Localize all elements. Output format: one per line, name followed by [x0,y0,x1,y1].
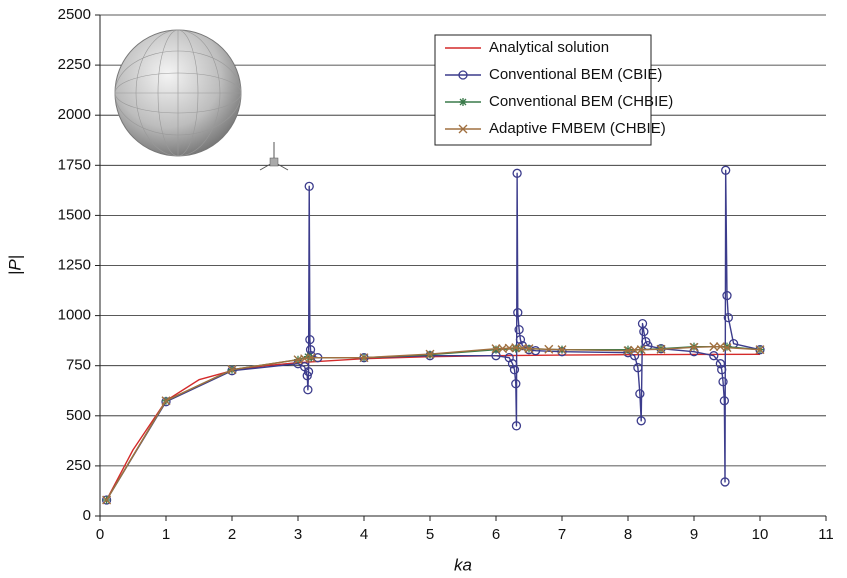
marker [425,349,435,359]
y-tick-label: 2000 [58,106,91,123]
marker [544,344,554,354]
series [102,342,765,505]
legend-label: Adaptive FMBEM (CHBIE) [489,120,666,137]
marker [514,324,524,335]
y-tick-label: 500 [66,407,91,424]
marker [491,344,501,354]
marker [511,344,520,353]
marker [755,345,765,355]
marker [161,396,171,406]
x-tick-label: 9 [690,526,698,543]
marker [524,344,534,354]
y-tick-label: 750 [66,357,91,374]
series-line [105,345,761,501]
marker [458,124,468,134]
marker [305,334,315,345]
marker [722,343,732,353]
marker [304,181,314,191]
x-tick-label: 8 [624,526,632,543]
series [105,353,761,501]
y-tick-label: 1250 [58,256,91,273]
y-tick-label: 1500 [58,206,91,223]
legend: Analytical solution Conventional BEM (CBI… [434,34,673,146]
x-tick-label: 6 [492,526,500,543]
marker [719,396,730,406]
y-tick-label: 1000 [58,307,91,324]
marker [689,342,699,352]
marker [624,345,632,354]
x-tick-label: 0 [96,526,104,543]
series [102,342,764,504]
marker [656,344,666,354]
y-tick-label: 2500 [58,6,91,23]
marker [509,365,520,375]
x-axis-label: ka [454,555,472,574]
marker [636,416,646,426]
marker [723,342,731,351]
marker [636,345,646,355]
marker [102,495,112,505]
marker [511,421,522,431]
legend-label: Conventional BEM (CBIE) [489,66,662,83]
series-line [105,345,761,501]
marker [303,367,314,377]
y-tick-label: 0 [83,507,91,524]
x-tick-label: 1 [162,526,170,543]
marker [511,379,521,389]
marker [709,342,719,352]
x-tick-label: 10 [752,526,769,543]
y-axis-label: |P| [5,255,24,275]
marker [715,359,726,369]
marker [303,352,312,361]
marker [639,326,649,337]
legend-label: Analytical solution [489,39,609,56]
marker [720,477,730,487]
x-tick-label: 7 [558,526,566,543]
y-tick-label: 2250 [58,56,91,73]
marker [721,165,731,175]
marker [458,70,468,80]
sphere-inset [114,29,289,171]
marker [302,371,312,381]
marker [227,365,237,375]
y-tick-label: 1750 [58,156,91,173]
marker [629,351,640,361]
marker [723,312,733,323]
x-tick-label: 3 [294,526,302,543]
marker [459,98,467,106]
x-tick-label: 2 [228,526,236,543]
legend-label: Conventional BEM (CHBIE) [489,93,673,110]
marker [709,351,719,361]
marker [515,334,526,345]
grid: 0 250 500 750 1000 1250 1500 1750 2000 2250 2500 0 1… [58,6,834,543]
x-tick-label: 4 [360,526,368,543]
x-tick-label: 11 [818,526,834,543]
marker [633,363,643,373]
legend-box [434,34,652,146]
marker [492,345,500,354]
series-line [106,169,761,501]
marker [635,389,645,399]
marker [512,168,522,178]
marker [717,365,727,375]
plot-area [101,165,765,505]
marker [306,353,316,363]
marker [718,377,728,387]
x-tick-label: 5 [426,526,434,543]
marker [513,307,523,318]
marker [507,359,518,369]
marker [303,385,313,395]
y-tick-label: 250 [66,457,91,474]
series [101,165,765,505]
marker [722,290,732,301]
marker [557,345,567,355]
series-line [105,353,761,501]
marker [359,353,369,363]
